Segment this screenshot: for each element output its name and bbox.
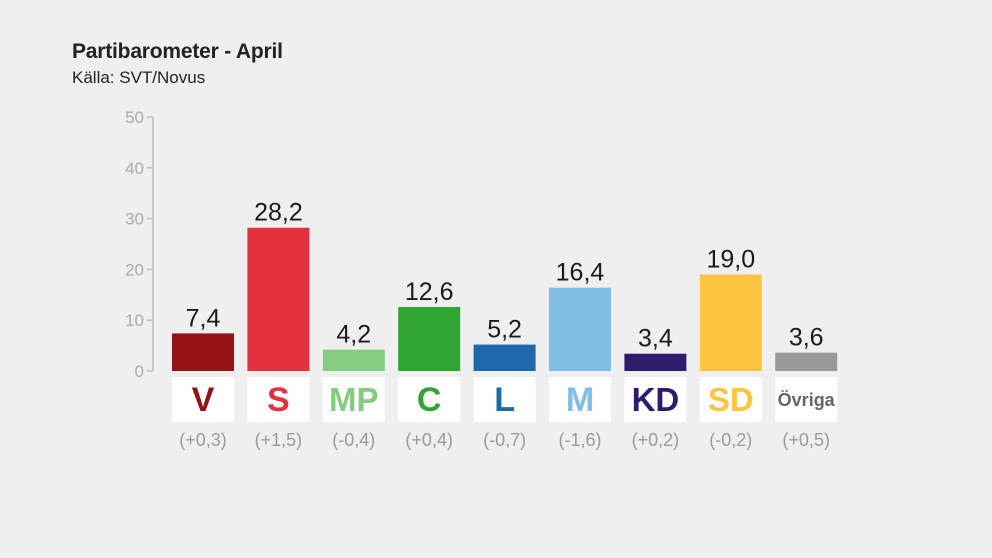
party-label: C <box>417 381 442 419</box>
change-label: (+0,3) <box>179 430 227 450</box>
bar <box>473 344 536 371</box>
y-tick-label: 10 <box>125 311 144 330</box>
y-tick-label: 30 <box>125 210 144 229</box>
party-label-box <box>473 377 536 422</box>
party-label: S <box>267 381 290 419</box>
bar-value-label: 19,0 <box>706 245 755 273</box>
party-label: L <box>494 381 515 419</box>
party-label-box <box>398 377 461 422</box>
bar-value-label: 4,2 <box>336 321 371 349</box>
bar <box>699 274 762 371</box>
party-label: M <box>566 381 594 419</box>
bar <box>775 352 838 371</box>
change-label: (+0,4) <box>405 430 453 450</box>
party-label-box <box>624 377 687 422</box>
bar-value-label: 3,4 <box>638 325 673 353</box>
bar-value-label: 28,2 <box>254 199 303 227</box>
chart-source: Källa: SVT/Novus <box>72 68 206 87</box>
bar <box>322 349 385 371</box>
bar <box>398 306 461 371</box>
change-label: (-0,7) <box>483 430 526 450</box>
change-label: (+1,5) <box>255 430 303 450</box>
bar <box>549 287 611 371</box>
party-label: MP <box>329 381 379 418</box>
party-label: KD <box>632 381 680 418</box>
party-label-box <box>172 377 234 422</box>
bar <box>624 353 687 371</box>
party-label-box <box>549 377 611 422</box>
party-label: SD <box>708 381 754 418</box>
change-label: (-0,2) <box>709 430 752 450</box>
bar-value-label: 7,4 <box>186 304 221 332</box>
party-label: Övriga <box>778 390 836 410</box>
bar <box>247 227 310 371</box>
change-label: (+0,2) <box>632 430 680 450</box>
y-tick-label: 0 <box>135 362 144 381</box>
bar <box>172 333 234 371</box>
chart-title: Partibarometer - April <box>72 40 283 63</box>
party-label-box <box>247 377 310 422</box>
party-label-box <box>322 377 385 422</box>
change-label: (-0,4) <box>332 430 375 450</box>
bar-value-label: 5,2 <box>487 316 522 344</box>
bar-value-label: 3,6 <box>789 324 824 352</box>
y-tick-label: 20 <box>125 260 144 279</box>
y-tick-label: 50 <box>125 108 144 127</box>
party-label-box <box>775 377 838 422</box>
y-tick-label: 40 <box>125 159 144 178</box>
party-label: V <box>192 381 215 419</box>
party-label-box <box>699 377 762 422</box>
bar-value-label: 12,6 <box>405 278 454 306</box>
bar-value-label: 16,4 <box>556 259 605 287</box>
change-label: (-1,6) <box>558 430 601 450</box>
change-label: (+0,5) <box>782 430 830 450</box>
